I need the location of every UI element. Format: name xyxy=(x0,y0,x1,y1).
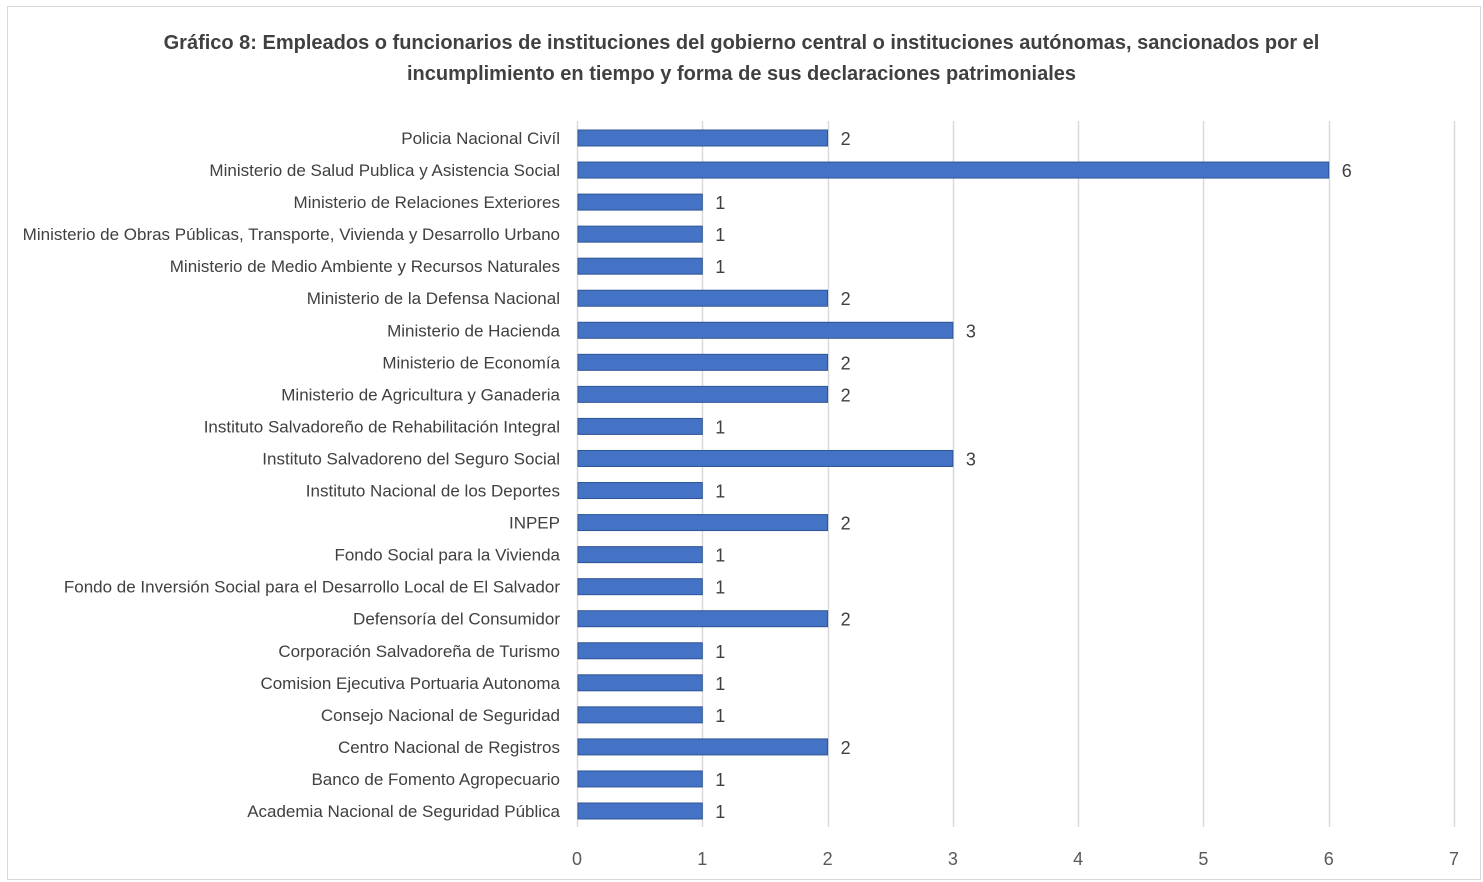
x-tick-label: 1 xyxy=(697,849,707,869)
bar xyxy=(577,610,829,628)
data-label: 1 xyxy=(715,706,725,726)
data-label: 1 xyxy=(715,578,725,598)
category-label: Ministerio de Agricultura y Ganaderia xyxy=(281,385,560,404)
category-label: Ministerio de Relaciones Exteriores xyxy=(294,193,560,212)
x-tick-label: 0 xyxy=(572,849,582,869)
bar xyxy=(577,353,829,371)
data-label: 6 xyxy=(1342,161,1352,181)
x-tick-label: 3 xyxy=(948,849,958,869)
data-label: 1 xyxy=(715,674,725,694)
x-tick-label: 5 xyxy=(1198,849,1208,869)
bar xyxy=(577,482,703,500)
chart-frame xyxy=(7,6,1481,880)
data-label: 2 xyxy=(841,353,851,373)
category-label: Corporación Salvadoreña de Turismo xyxy=(278,642,560,661)
category-label: Instituto Nacional de los Deportes xyxy=(306,482,560,501)
bar xyxy=(577,738,829,756)
bar xyxy=(577,674,703,692)
category-label: Fondo de Inversión Social para el Desarr… xyxy=(64,578,560,597)
data-label: 1 xyxy=(715,482,725,502)
x-tick-label: 4 xyxy=(1073,849,1083,869)
category-label: Instituto Salvadoreno del Seguro Social xyxy=(262,449,560,468)
category-label: Ministerio de Hacienda xyxy=(387,321,560,340)
bar xyxy=(577,417,703,435)
bar xyxy=(577,289,829,307)
x-axis-ticks: 0 1 2 3 4 5 6 7 xyxy=(572,849,1459,869)
data-label: 2 xyxy=(841,610,851,630)
bar xyxy=(577,642,703,660)
x-tick-label: 7 xyxy=(1449,849,1459,869)
bar xyxy=(577,161,1330,179)
category-label: Academia Nacional de Seguridad Pública xyxy=(247,802,560,821)
data-labels: 2 6 1 1 1 2 3 2 2 1 3 1 2 1 1 2 1 1 1 2 1 1 xyxy=(715,129,1351,822)
bar xyxy=(577,514,829,532)
category-label: Defensoría del Consumidor xyxy=(353,610,560,629)
data-label: 1 xyxy=(715,642,725,662)
bar xyxy=(577,257,703,275)
data-label: 2 xyxy=(841,385,851,405)
bar xyxy=(577,129,829,147)
data-label: 1 xyxy=(715,770,725,790)
category-label: Centro Nacional de Registros xyxy=(338,738,560,757)
gridlines xyxy=(701,121,1456,827)
chart-title-text: Gráfico 8: Empleados o funcionarios de i… xyxy=(163,32,1320,85)
data-label: 1 xyxy=(715,257,725,277)
data-label: 2 xyxy=(841,514,851,534)
bar xyxy=(577,770,703,788)
x-tick-label: 6 xyxy=(1324,849,1334,869)
category-label: Policia Nacional Civíl xyxy=(401,129,560,148)
bar xyxy=(577,385,829,403)
category-label: INPEP xyxy=(509,514,560,533)
data-label: 3 xyxy=(966,449,976,469)
data-label: 2 xyxy=(841,738,851,758)
data-label: 3 xyxy=(966,321,976,341)
data-label: 2 xyxy=(841,289,851,309)
bar xyxy=(577,321,954,339)
data-label: 1 xyxy=(715,546,725,566)
bar xyxy=(577,706,703,724)
category-label: Ministerio de Economía xyxy=(382,353,560,372)
category-label: Ministerio de Medio Ambiente y Recursos … xyxy=(170,257,560,276)
bar xyxy=(577,546,703,564)
x-tick-label: 2 xyxy=(823,849,833,869)
category-label: Ministerio de Salud Publica y Asistencia… xyxy=(209,161,560,180)
category-label: Comision Ejecutiva Portuaria Autonoma xyxy=(260,674,560,693)
category-label: Banco de Fomento Agropecuario xyxy=(311,770,560,789)
bar xyxy=(577,802,703,820)
category-label: Ministerio de Obras Públicas, Transporte… xyxy=(23,225,560,244)
data-label: 1 xyxy=(715,417,725,437)
bar xyxy=(577,449,954,467)
bars xyxy=(577,129,1330,820)
category-labels: Policia Nacional Civíl Ministerio de Salu… xyxy=(23,129,561,821)
bar xyxy=(577,225,703,243)
data-label: 1 xyxy=(715,193,725,213)
data-label: 1 xyxy=(715,802,725,822)
data-label: 1 xyxy=(715,225,725,245)
category-label: Instituto Salvadoreño de Rehabilitación … xyxy=(204,417,560,436)
chart-title: Gráfico 8: Empleados o funcionarios de i… xyxy=(0,28,1483,90)
data-label: 2 xyxy=(841,129,851,149)
bar xyxy=(577,193,703,211)
category-label: Consejo Nacional de Seguridad xyxy=(321,706,560,725)
category-label: Fondo Social para la Vivienda xyxy=(334,546,560,565)
category-label: Ministerio de la Defensa Nacional xyxy=(307,289,560,308)
bar xyxy=(577,578,703,596)
